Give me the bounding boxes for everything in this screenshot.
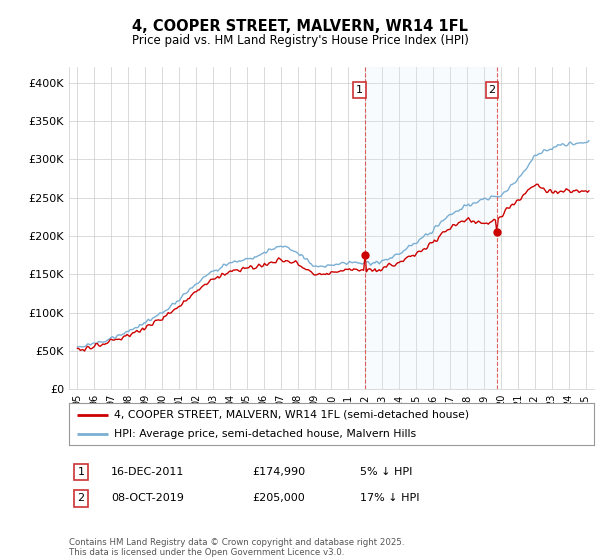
Text: Price paid vs. HM Land Registry's House Price Index (HPI): Price paid vs. HM Land Registry's House … [131,34,469,47]
Text: 2: 2 [488,85,496,95]
Text: £174,990: £174,990 [252,467,305,477]
Text: 4, COOPER STREET, MALVERN, WR14 1FL: 4, COOPER STREET, MALVERN, WR14 1FL [132,20,468,34]
Text: 08-OCT-2019: 08-OCT-2019 [111,493,184,503]
Text: £205,000: £205,000 [252,493,305,503]
Text: 4, COOPER STREET, MALVERN, WR14 1FL (semi-detached house): 4, COOPER STREET, MALVERN, WR14 1FL (sem… [113,409,469,419]
Text: 16-DEC-2011: 16-DEC-2011 [111,467,184,477]
Text: HPI: Average price, semi-detached house, Malvern Hills: HPI: Average price, semi-detached house,… [113,429,416,439]
Text: 2: 2 [77,493,85,503]
Text: 1: 1 [356,85,363,95]
Text: 5% ↓ HPI: 5% ↓ HPI [360,467,412,477]
Text: 17% ↓ HPI: 17% ↓ HPI [360,493,419,503]
Bar [365,67,497,389]
Text: 1: 1 [77,467,85,477]
Text: Contains HM Land Registry data © Crown copyright and database right 2025.
This d: Contains HM Land Registry data © Crown c… [69,538,404,557]
